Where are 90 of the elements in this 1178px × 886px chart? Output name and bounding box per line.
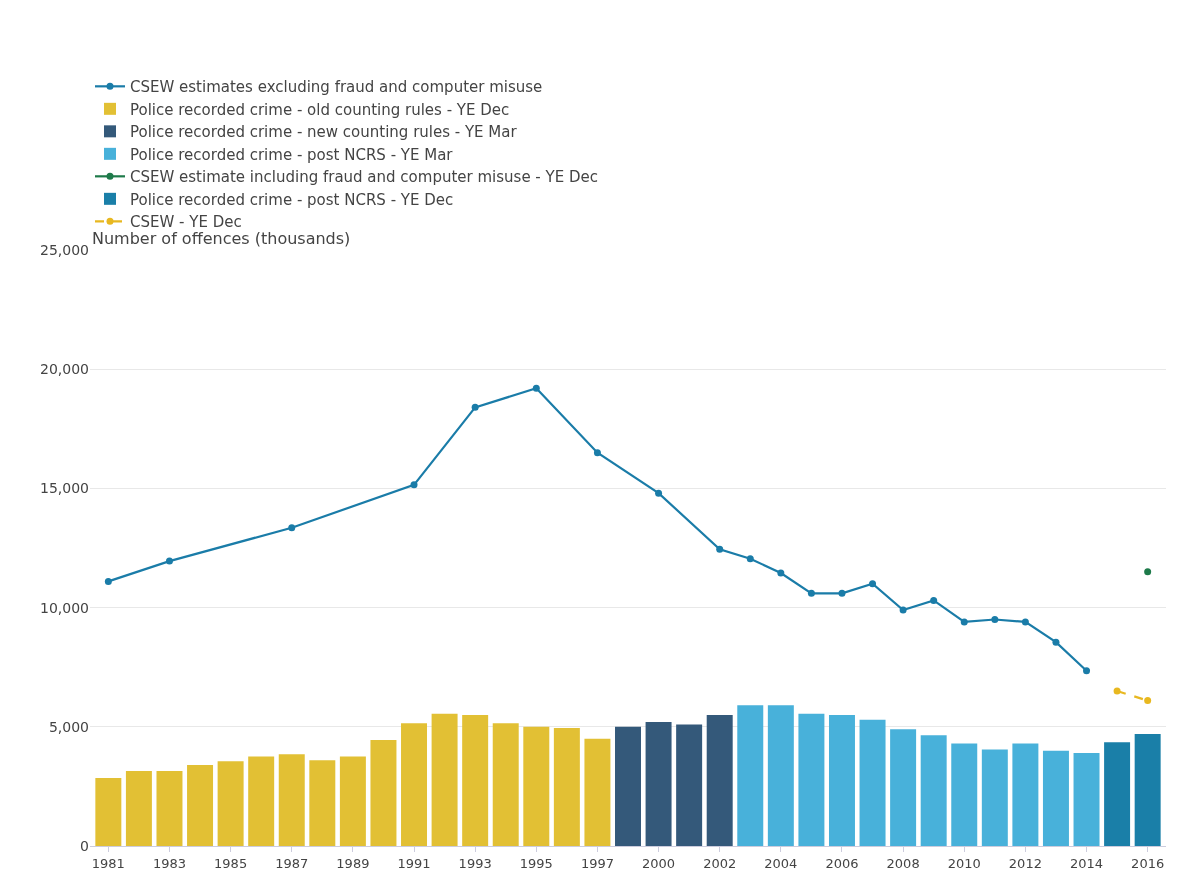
legend-label: Police recorded crime - new counting rules - YE Mar <box>130 123 518 142</box>
bar <box>95 778 122 846</box>
legend-label: CSEW estimate including fraud and computer misuse - YE Dec <box>130 168 598 187</box>
point <box>777 569 785 577</box>
bar <box>309 760 336 846</box>
bar <box>156 770 183 846</box>
bar <box>1134 733 1161 846</box>
bar <box>553 727 580 846</box>
x-tick-label: 2008 <box>886 855 920 871</box>
x-tick-label: 2016 <box>1131 855 1165 871</box>
x-tick-label: 1989 <box>336 855 370 871</box>
bar <box>584 738 611 846</box>
bar <box>492 723 519 846</box>
y-tick-label: 5,000 <box>48 718 89 735</box>
point <box>532 384 540 392</box>
bar <box>737 705 764 846</box>
point <box>165 557 173 565</box>
legend-label: Police recorded crime - post NCRS - YE Mar <box>130 145 454 164</box>
bar <box>278 754 305 846</box>
point <box>1083 667 1091 675</box>
bar <box>217 761 244 846</box>
bar <box>706 714 733 846</box>
bar <box>920 735 947 846</box>
bar <box>370 739 397 846</box>
bar <box>248 756 275 846</box>
point <box>1021 618 1029 626</box>
bar <box>523 726 550 846</box>
bar <box>798 713 825 846</box>
x-tick-label: 1993 <box>458 855 492 871</box>
point <box>1113 687 1121 695</box>
x-tick-label: 1987 <box>275 855 309 871</box>
point <box>746 555 754 563</box>
y-tick-label: 10,000 <box>40 599 89 616</box>
point <box>288 524 296 532</box>
legend-label: CSEW estimates excluding fraud and computer misuse <box>130 78 543 97</box>
x-tick-label: 1983 <box>152 855 187 871</box>
bar <box>1042 750 1069 846</box>
bar <box>462 714 489 846</box>
x-tick-label: 1995 <box>519 855 553 871</box>
x-tick-label: 2010 <box>947 855 981 871</box>
point <box>960 618 968 626</box>
bar <box>767 705 794 846</box>
y-tick-label: 25,000 <box>40 241 89 258</box>
point <box>410 481 418 489</box>
bar <box>890 729 917 846</box>
x-tick-label: 1997 <box>580 855 614 871</box>
x-tick-label: 1991 <box>397 855 431 871</box>
y-axis-title: Number of offences (thousands) <box>92 229 351 248</box>
bar <box>431 713 458 846</box>
point <box>869 580 877 588</box>
bar <box>401 723 428 846</box>
bar <box>1012 743 1039 846</box>
x-tick-label: 2014 <box>1069 855 1104 871</box>
bar <box>125 770 152 846</box>
bar <box>1104 742 1131 846</box>
bar <box>615 726 641 846</box>
bar <box>676 724 703 846</box>
x-tick-label: 2002 <box>703 855 737 871</box>
point <box>899 606 907 614</box>
point <box>1144 697 1152 705</box>
bar <box>951 743 978 846</box>
x-tick-label: 2012 <box>1008 855 1042 871</box>
point <box>471 403 479 411</box>
bar <box>645 722 672 846</box>
legend-label: CSEW - YE Dec <box>130 213 242 232</box>
point <box>991 616 999 624</box>
point <box>807 589 815 597</box>
x-tick-label: 2004 <box>764 855 798 871</box>
x-tick-label: 2006 <box>825 855 859 871</box>
point <box>1052 638 1060 646</box>
point <box>716 545 724 553</box>
x-tick-label: 1985 <box>214 855 248 871</box>
point <box>593 449 601 457</box>
x-tick-label: 1981 <box>91 855 125 871</box>
bar <box>981 749 1008 846</box>
bar <box>828 714 855 846</box>
point <box>930 596 938 604</box>
bar <box>1073 753 1100 846</box>
bar <box>187 764 214 846</box>
y-tick-label: 15,000 <box>40 480 89 497</box>
point <box>838 589 846 597</box>
y-tick-label: 0 <box>80 837 89 854</box>
point <box>104 577 112 585</box>
x-tick-label: 2000 <box>642 855 676 871</box>
point <box>655 489 663 497</box>
bar <box>859 719 886 846</box>
legend-label: Police recorded crime - post NCRS - YE Dec <box>130 190 454 209</box>
legend-label: Police recorded crime - old counting rules - YE Dec <box>130 100 510 119</box>
y-tick-label: 20,000 <box>40 361 89 378</box>
bar <box>339 756 366 846</box>
